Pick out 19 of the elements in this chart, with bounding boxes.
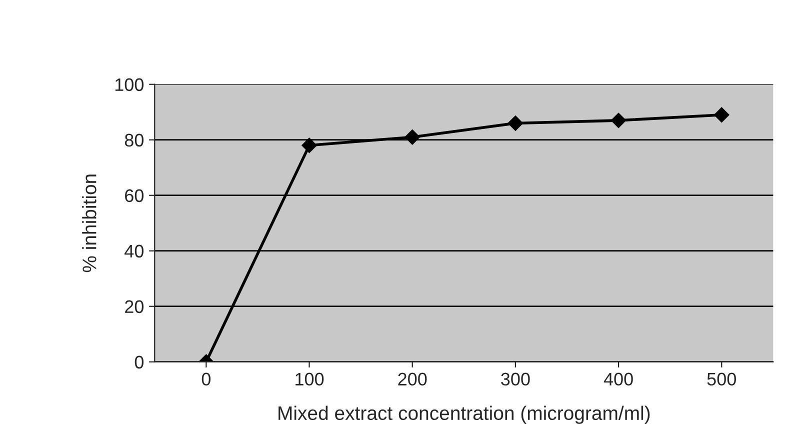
- y-tick-label: 100: [115, 78, 144, 92]
- point: [610, 112, 626, 128]
- point: [508, 116, 524, 131]
- y-axis-title: % inhibition: [82, 174, 96, 272]
- point: [302, 138, 317, 153]
- y-tick-label: 60: [125, 189, 144, 202]
- y-tick-label: 20: [125, 300, 144, 314]
- x-tick-label: 0: [202, 372, 210, 386]
- y-tick-label: 0: [134, 356, 144, 369]
- y-tick-label: 80: [124, 134, 144, 147]
- x-tick-label: 300: [501, 372, 530, 386]
- point: [714, 107, 730, 122]
- point: [404, 130, 420, 145]
- y-tick-label: 40: [124, 244, 144, 258]
- x-tick-label: 200: [398, 372, 427, 386]
- x-tick-label: 100: [296, 372, 324, 386]
- x-tick-label: 400: [604, 372, 633, 386]
- x-tick-label: 500: [707, 372, 736, 386]
- x-axis-title: Mixed extract concentration (microgram/ml): [278, 406, 650, 424]
